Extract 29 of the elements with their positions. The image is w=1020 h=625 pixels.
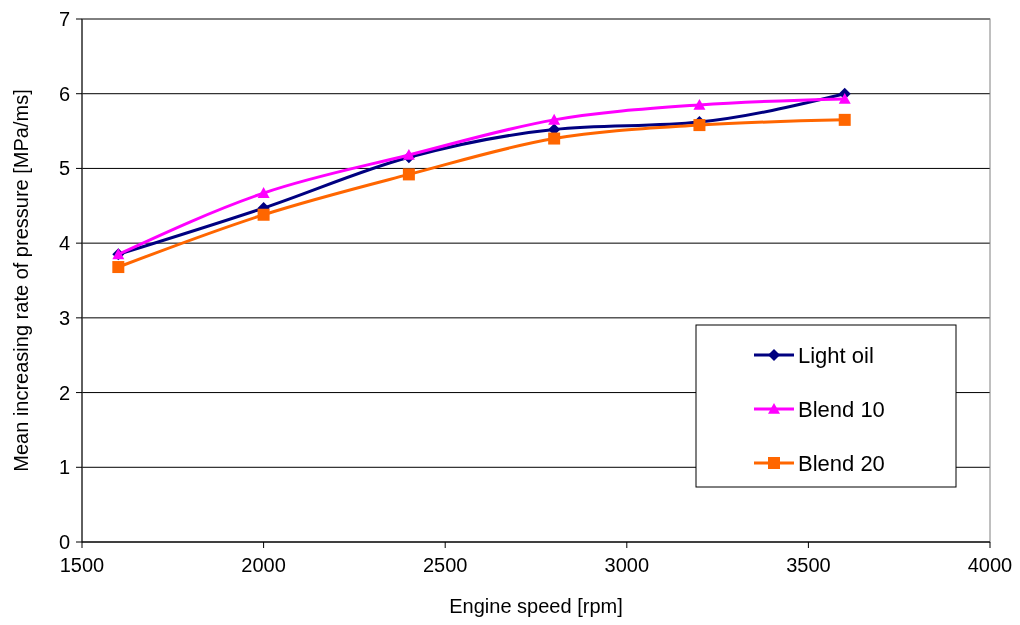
legend-label: Blend 10	[798, 396, 885, 422]
x-tick-label: 2500	[422, 554, 468, 576]
y-axis-title: Mean increasing rate of pressure [MPa/ms]	[10, 89, 32, 472]
point	[838, 113, 851, 126]
x-tick-label: 1500	[59, 554, 105, 576]
x-tick-label: 2000	[241, 554, 286, 576]
point	[548, 113, 561, 125]
y-tick-label: 2	[58, 381, 70, 404]
point	[693, 98, 706, 110]
point	[257, 208, 270, 221]
y-tick-label: 7	[58, 8, 70, 30]
x-axis-title: Engine speed [rpm]	[449, 595, 623, 617]
point	[112, 261, 125, 274]
x-tick-label: 4000	[967, 554, 1013, 576]
y-tick-label: 6	[58, 82, 70, 105]
legend-label: Light oil	[798, 342, 874, 368]
y-tick-label: 5	[58, 157, 70, 180]
point	[548, 132, 561, 145]
y-tick-label: 3	[58, 306, 70, 329]
x-tick-label: 3500	[786, 554, 831, 576]
point	[402, 168, 415, 181]
legend-label: Blend 20	[798, 450, 885, 476]
point	[257, 187, 270, 198]
y-tick-label: 1	[58, 456, 70, 479]
y-tick-label: 4	[58, 232, 70, 255]
point	[402, 148, 415, 160]
x-tick-label: 3000	[604, 554, 650, 576]
point	[838, 92, 851, 104]
y-tick-label: 0	[58, 531, 70, 553]
